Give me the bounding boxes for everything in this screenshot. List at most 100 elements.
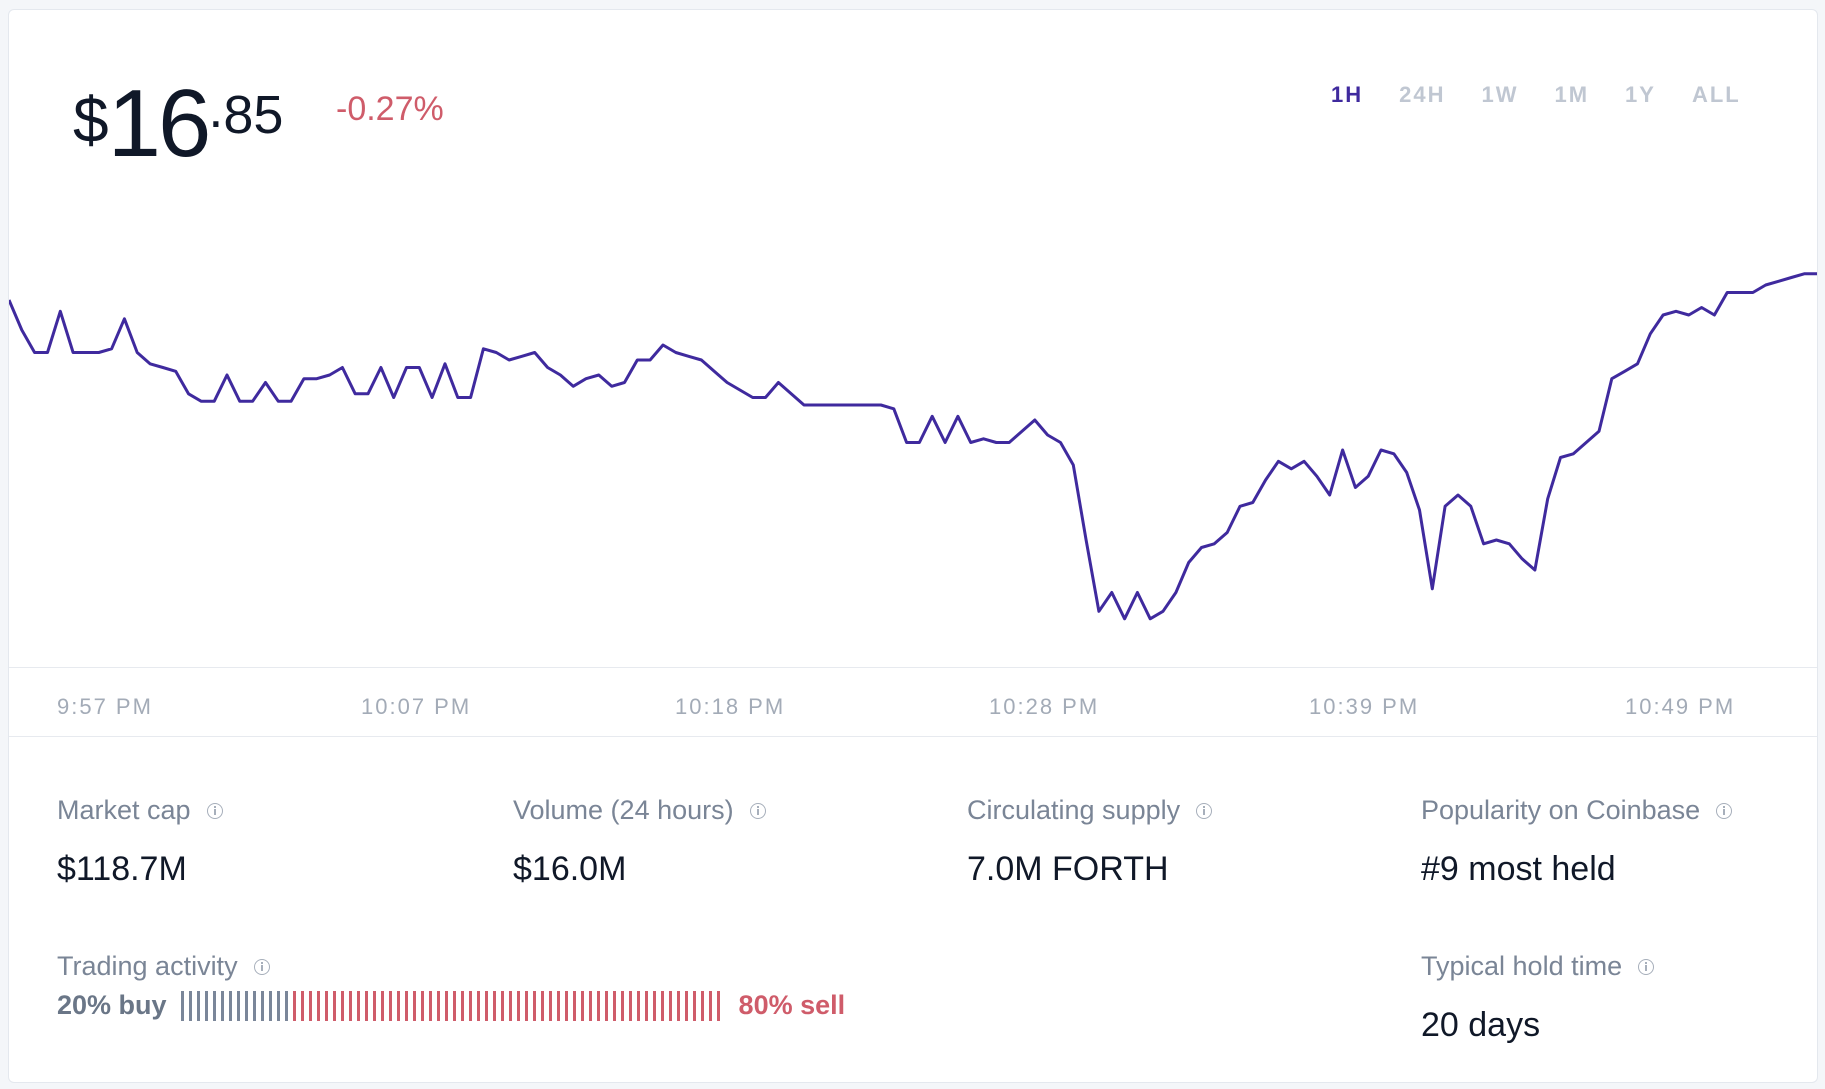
info-icon[interactable] [206,802,223,819]
price-integer: 16 [107,70,212,177]
sell-bar [684,990,688,1021]
sell-bar [324,990,328,1021]
time-range-selector: 1H 24H 1W 1M 1Y ALL [1331,82,1777,108]
stat-value: #9 most held [1421,850,1616,888]
sell-bar [292,990,296,1021]
sell-bar [428,990,432,1021]
sell-bar [660,990,664,1021]
sell-bar [628,990,632,1021]
sell-bar [396,990,400,1021]
price-currency-symbol: $ [73,84,109,156]
x-axis-labels: 9:57 PM 10:07 PM 10:18 PM 10:28 PM 10:39… [9,694,1817,724]
buy-bar [204,990,208,1021]
sell-bar [332,990,336,1021]
sell-bar [596,990,600,1021]
buy-bar [228,990,232,1021]
x-tick-label: 10:49 PM [1625,694,1736,719]
price-chart[interactable] [9,260,1817,660]
buy-bar [252,990,256,1021]
sell-bar [388,990,392,1021]
price-line [9,272,1817,621]
stat-hold-time: Typical hold time 20 days [1421,951,1655,1045]
sell-bar [508,990,512,1021]
sell-bar [308,990,312,1021]
stat-label: Trading activity [57,951,238,981]
sell-bar [412,990,416,1021]
price-cents: 85 [223,85,284,145]
sell-bar [348,990,352,1021]
sell-bar [468,990,472,1021]
range-24h[interactable]: 24H [1399,82,1446,107]
sell-bar [620,990,624,1021]
sell-percentage: 80% sell [738,990,846,1020]
sell-bar [460,990,464,1021]
range-1h[interactable]: 1H [1331,82,1364,107]
sell-bar [556,990,560,1021]
sell-bar [300,990,304,1021]
current-price: $ 16 . 85 [73,76,283,172]
stat-market-cap: Market cap $118.7M [57,795,223,889]
stat-circulating-supply: Circulating supply 7.0M FORTH [967,795,1213,889]
sell-bar [356,990,360,1021]
buy-sell-ratio-bars [180,990,725,1021]
sell-bar [532,990,536,1021]
info-icon[interactable] [1638,958,1655,975]
section-divider [9,736,1817,737]
asset-price-card: $ 16 . 85 -0.27% 1H 24H 1W 1M 1Y ALL 9:5… [8,9,1818,1083]
sell-bar [340,990,344,1021]
stat-volume: Volume (24 hours) $16.0M [513,795,766,889]
trading-activity: Trading activity [57,951,270,982]
sell-bar [668,990,672,1021]
buy-bar [188,990,192,1021]
x-tick-label: 10:18 PM [675,694,786,719]
sell-bar [716,990,720,1021]
x-tick-label: 10:07 PM [361,694,472,719]
sell-bar [572,990,576,1021]
sell-bar [476,990,480,1021]
sell-bar [604,990,608,1021]
x-tick-label: 10:39 PM [1309,694,1420,719]
buy-bar [196,990,200,1021]
buy-percentage: 20% buy [57,990,167,1020]
sell-bar [612,990,616,1021]
sell-bar [692,990,696,1021]
stat-label: Volume (24 hours) [513,795,734,825]
buy-bar [236,990,240,1021]
stat-value: 7.0M FORTH [967,850,1169,888]
sell-bar [492,990,496,1021]
buy-bar [260,990,264,1021]
info-icon[interactable] [253,958,270,975]
sell-bar [364,990,368,1021]
sell-bar [636,990,640,1021]
sell-bar [708,990,712,1021]
sell-bar [380,990,384,1021]
price-change: -0.27% [336,90,444,128]
buy-bar [212,990,216,1021]
trading-activity-bar: 20% buy 80% sell [57,990,845,1021]
sell-bar [676,990,680,1021]
sell-bar [548,990,552,1021]
sell-bar [436,990,440,1021]
buy-bar [284,990,288,1021]
price-decimal-separator: . [208,79,224,139]
range-1y[interactable]: 1Y [1625,82,1656,107]
range-1w[interactable]: 1W [1481,82,1519,107]
range-1m[interactable]: 1M [1554,82,1590,107]
sell-bar [524,990,528,1021]
sell-bar [540,990,544,1021]
chart-baseline [9,667,1817,668]
sell-bar [444,990,448,1021]
sell-bar [500,990,504,1021]
sell-bar [652,990,656,1021]
info-icon[interactable] [1196,802,1213,819]
x-tick-label: 10:28 PM [989,694,1100,719]
info-icon[interactable] [749,802,766,819]
sell-bar [372,990,376,1021]
stat-value: 20 days [1421,1006,1541,1044]
info-icon[interactable] [1716,802,1733,819]
range-all[interactable]: ALL [1691,82,1741,107]
sell-bar [404,990,408,1021]
buy-bar [276,990,280,1021]
stat-label: Popularity on Coinbase [1421,795,1701,825]
stat-value: $16.0M [513,850,627,888]
